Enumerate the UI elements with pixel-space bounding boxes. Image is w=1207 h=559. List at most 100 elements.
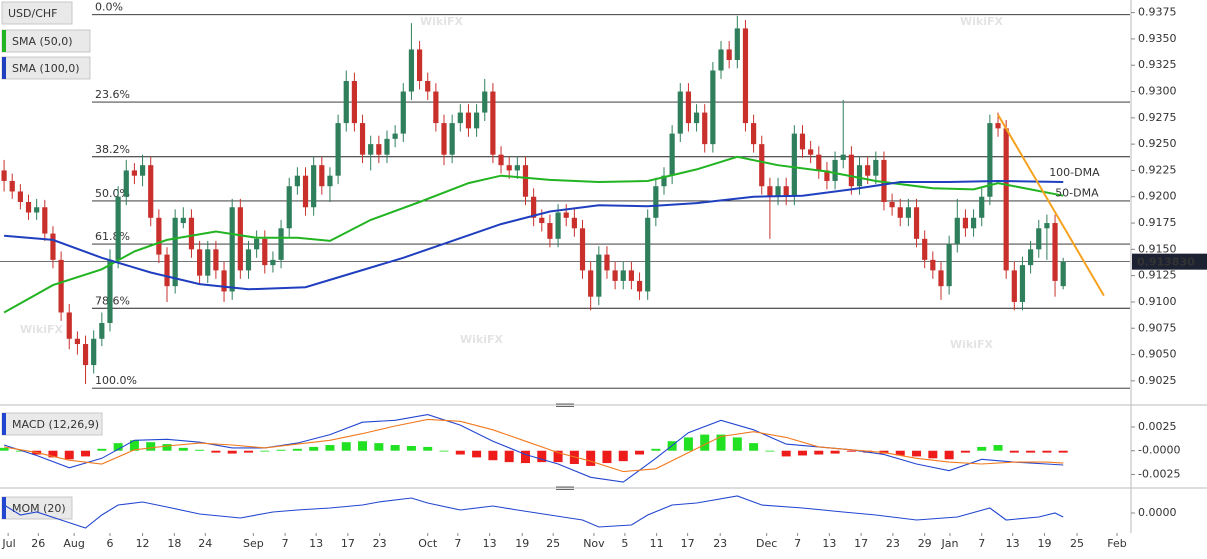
y-tick-label: 0.9075 — [1138, 321, 1177, 334]
y-tick-label: 0.0025 — [1138, 420, 1177, 433]
y-tick-label: -0.0000 — [1138, 444, 1180, 457]
candle-body — [588, 270, 594, 297]
histogram-bar — [113, 443, 123, 451]
candle-body — [425, 81, 431, 92]
candle-body — [808, 149, 814, 155]
candle-body — [17, 191, 23, 202]
histogram-bar — [749, 443, 759, 451]
candle-body — [938, 270, 944, 287]
candle-body — [441, 123, 447, 155]
legend-swatch — [2, 57, 6, 79]
candle-body — [123, 170, 129, 197]
y-tick-label: 0.9050 — [1138, 348, 1177, 361]
candle-body — [50, 233, 56, 260]
candle-body — [816, 154, 822, 171]
candle-body — [58, 259, 64, 313]
dma-label: 50-DMA — [1055, 187, 1099, 200]
candle-body — [856, 165, 863, 187]
candle-body — [1060, 261, 1066, 287]
y-tick-label: 0.9375 — [1138, 6, 1177, 19]
candle-body — [571, 217, 577, 229]
x-tick-label: 7 — [978, 537, 985, 550]
histogram-bar — [81, 450, 91, 457]
histogram-bar — [341, 442, 351, 451]
candle-body — [767, 186, 773, 197]
y-tick-label: -0.0025 — [1138, 467, 1180, 480]
candle-body — [1028, 249, 1034, 266]
candle-body — [922, 238, 928, 260]
candle-body — [930, 259, 936, 271]
x-tick-label: 19 — [515, 537, 529, 550]
histogram-bar — [765, 450, 775, 452]
candle-body — [970, 217, 977, 229]
candle-body — [34, 207, 40, 213]
x-tick-label: Oct — [418, 537, 438, 550]
candle-body — [832, 159, 838, 181]
candle-body — [1044, 223, 1050, 229]
histogram-bar — [830, 450, 840, 454]
candle-body — [653, 186, 659, 218]
histogram-bar — [651, 448, 661, 451]
x-tick-label: Aug — [63, 537, 84, 550]
x-tick-label: 25 — [546, 537, 560, 550]
macd-line — [3, 414, 1064, 483]
x-tick-label: Jul — [1, 537, 15, 550]
candle-body — [563, 212, 569, 218]
x-tick-label: 7 — [282, 537, 289, 550]
histogram-bar — [846, 450, 856, 452]
candle-body — [881, 159, 887, 202]
y-tick-label: 0.9100 — [1138, 295, 1177, 308]
y-tick-label: 0.9250 — [1138, 137, 1177, 150]
candle-body — [1011, 270, 1017, 302]
x-tick-label: 17 — [854, 537, 868, 550]
histogram-bar — [814, 450, 824, 455]
y-tick-label: 0.9325 — [1138, 58, 1177, 71]
pane — [0, 414, 1068, 483]
histogram-bar — [390, 445, 400, 451]
candle-body — [351, 81, 357, 124]
histogram-bar — [1026, 450, 1036, 453]
histogram-bar — [243, 450, 253, 453]
candle-body — [824, 170, 830, 181]
histogram-bar — [732, 437, 742, 451]
candle-body — [400, 91, 406, 134]
x-tick-label: 26 — [31, 537, 45, 550]
histogram-bar — [423, 446, 433, 451]
histogram-bar — [211, 450, 221, 453]
candle-body — [620, 270, 626, 281]
x-tick-label: 17 — [341, 537, 355, 550]
x-tick-label: 13 — [822, 537, 836, 550]
histogram-bar — [64, 450, 74, 460]
candle-body — [416, 49, 423, 82]
candle-body — [465, 112, 472, 129]
candle-body — [962, 217, 969, 229]
candle-body — [9, 180, 15, 192]
histogram-bar — [944, 450, 954, 460]
histogram-bar — [960, 450, 970, 453]
histogram-bar — [129, 440, 139, 451]
candle-body — [751, 123, 757, 145]
candle-body — [677, 91, 683, 134]
candle-body — [645, 217, 651, 292]
candle-body — [302, 175, 309, 208]
histogram-bar — [781, 450, 791, 457]
histogram-bar — [146, 442, 156, 451]
histogram-bar — [928, 450, 938, 459]
candle-body — [791, 133, 797, 197]
histogram-bar — [195, 449, 205, 451]
candle-body — [718, 49, 724, 71]
fib-label: 38.2% — [95, 143, 130, 156]
candle-body — [482, 91, 488, 113]
x-tick-label: Feb — [1107, 537, 1126, 550]
fib-label: 50.0% — [95, 187, 130, 200]
histogram-bar — [358, 441, 368, 451]
watermark: WikiFX — [20, 323, 64, 336]
candle-body — [42, 207, 48, 234]
histogram-bar — [162, 444, 172, 451]
candle-body — [612, 270, 618, 281]
candle-body — [74, 338, 80, 345]
x-tick-label: Nov — [583, 537, 605, 550]
candle-body — [913, 207, 920, 239]
histogram-bar — [912, 450, 922, 457]
histogram-bar — [292, 448, 302, 451]
